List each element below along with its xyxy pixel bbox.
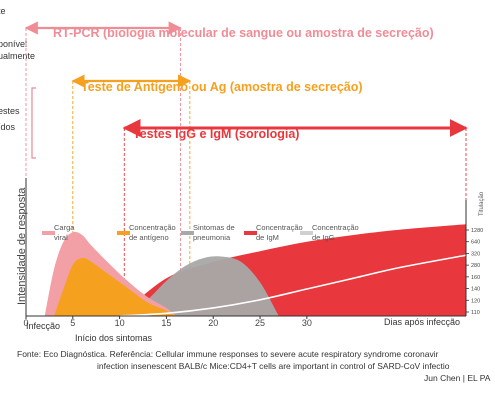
footer-line-3: Jun Chen | EL PA [424, 373, 491, 383]
left-bracket [31, 87, 36, 159]
right-tick-label-7: 110 [471, 310, 480, 316]
right-tick-label-4: 160 [471, 275, 480, 281]
x-tick-label-4: 20 [208, 318, 218, 328]
left-label-4: estes [0, 106, 20, 116]
legend-label-4-a: Concentração [312, 223, 359, 232]
x-axis-end-label: Dias após infecção [384, 317, 460, 327]
right-axis-title: Titulação [479, 191, 485, 216]
right-tick-label-3: 280 [471, 263, 480, 269]
left-label-3: ualmente [0, 51, 35, 61]
left-label-1: te [0, 6, 6, 16]
x-tick-label-1: 5 [70, 318, 75, 328]
legend-swatch-2 [181, 231, 194, 235]
axes: 0 5 10 15 20 25 30 1280 640 320 280 160 140 120 110 [23, 178, 483, 328]
right-tick-label-5: 140 [471, 287, 480, 293]
line-igg [119, 254, 467, 317]
legend-swatch-1 [117, 231, 130, 235]
footer-line-1: Fonte: Eco Diagnóstica. Referência: Cell… [17, 349, 439, 359]
plot-area [44, 224, 467, 317]
legend-label-3-b: de IgM [256, 233, 279, 242]
legend-label-0-a: Carga [54, 223, 75, 232]
legend-label-4-b: de IgG [312, 233, 335, 242]
x-tick-label-5: 25 [255, 318, 265, 328]
legend-label-2-a: Sintomas de [193, 223, 235, 232]
legend-swatch-4 [300, 231, 313, 235]
x-tick-label-3: 15 [161, 318, 171, 328]
legend-label-2-b: pneumonia [193, 233, 231, 242]
legend-swatch-3 [244, 231, 257, 235]
legend-label-0-b: viral [54, 233, 68, 242]
right-tick-label-1: 640 [471, 240, 480, 246]
symptoms-label: Início dos sintomas [75, 333, 153, 343]
x-tick-label-0: 0 [23, 318, 28, 328]
x-tick-label-6: 30 [302, 318, 312, 328]
legend-swatch-0 [42, 231, 55, 235]
left-cropped-labels: te ponível ualmente estes ídos [0, 6, 35, 132]
legend-label-1-b: de antígeno [129, 233, 169, 242]
area-antigen [54, 257, 176, 316]
area-pneumonia [128, 256, 279, 316]
right-tick-label-2: 320 [471, 251, 480, 257]
left-label-2: ponível [0, 39, 27, 49]
footer-line-2: infection insenescent BALB/c Mice:CD4+T … [97, 361, 450, 371]
left-label-5: ídos [0, 122, 16, 132]
infection-label: Infecção [26, 321, 60, 331]
right-tick-label-6: 120 [471, 298, 480, 304]
legend-label-3-a: Concentração [256, 223, 303, 232]
right-tick-label-0: 1280 [471, 228, 483, 234]
x-tick-label-2: 10 [115, 318, 125, 328]
legend-label-1-a: Concentração [129, 223, 176, 232]
y-axis-title: Intensidade de resposta [16, 187, 28, 305]
